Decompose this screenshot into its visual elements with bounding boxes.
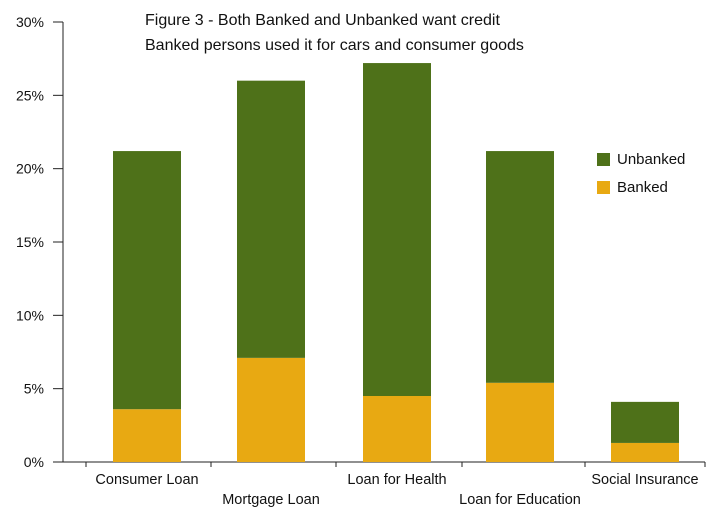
x-tick-label: Consumer Loan [95,472,198,488]
legend: Unbanked Banked [597,151,685,196]
legend-swatch-banked [597,181,610,194]
bar-banked [237,357,305,462]
bar-banked [113,409,181,462]
chart-title-line-2: Banked persons used it for cars and cons… [145,37,524,54]
bar-unbanked [611,401,679,443]
x-tick-label: Social Insurance [591,472,698,488]
y-tick-label: 5% [24,381,44,397]
bar-unbanked [363,63,431,397]
bar-unbanked [237,80,305,358]
y-tick-label: 30% [16,14,44,30]
bar-unbanked [113,151,181,410]
x-tick-labels: Consumer Loan Mortgage Loan Loan for Healt… [95,472,698,507]
x-tick-label: Loan for Health [347,472,446,488]
x-tick-label: Mortgage Loan [222,492,320,507]
bars [113,63,679,462]
legend-swatch-unbanked [597,153,610,166]
legend-label-unbanked: Unbanked [617,151,685,168]
bar-banked [363,396,431,462]
bar-banked [486,382,554,462]
legend-label-banked: Banked [617,179,668,196]
y-tick-label: 10% [16,307,44,323]
x-tick-label: Loan for Education [459,492,581,507]
chart-title: Figure 3 - Both Banked and Unbanked want… [145,12,524,54]
y-tick-label: 25% [16,87,44,103]
bar-unbanked [486,151,554,383]
y-tick-label: 20% [16,161,44,177]
y-tick-label: 15% [16,234,44,250]
y-tick-label: 0% [24,454,44,470]
chart-title-line-1: Figure 3 - Both Banked and Unbanked want… [145,12,500,29]
bar-banked [611,442,679,462]
